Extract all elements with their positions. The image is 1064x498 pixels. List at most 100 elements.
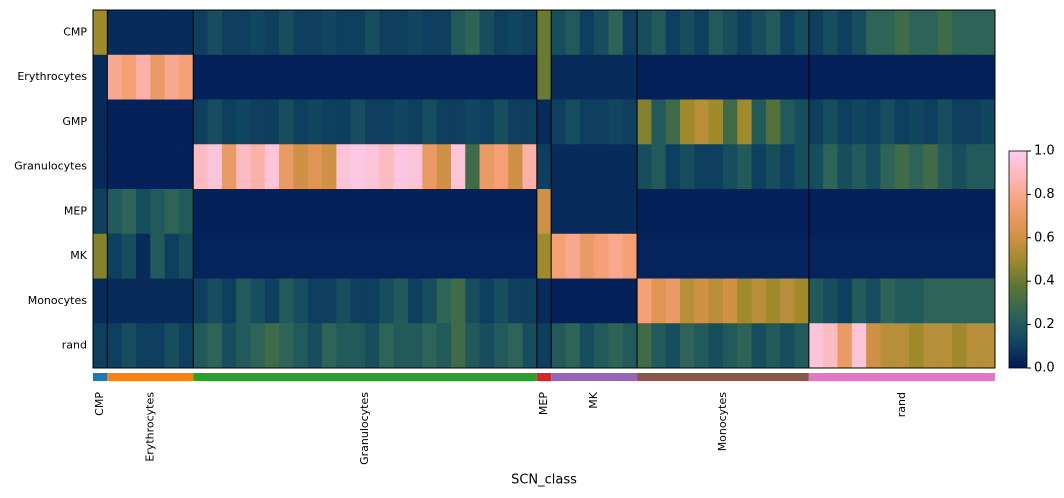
heat-cell [450, 278, 466, 324]
heat-cell [107, 323, 123, 369]
heatmap-frame [92, 9, 996, 369]
heat-cell [694, 278, 710, 324]
heat-cell [765, 144, 781, 190]
heat-cell [393, 233, 409, 279]
heat-cell [637, 10, 652, 56]
heat-cell [135, 189, 151, 235]
heat-cell [808, 99, 824, 145]
heat-cell [322, 323, 337, 369]
group-bar [551, 373, 638, 381]
heat-cell [651, 323, 667, 369]
heat-cell [823, 10, 839, 56]
heat-cell [866, 10, 881, 56]
heat-cell [808, 323, 824, 369]
heat-cell [508, 189, 524, 235]
heat-cell [407, 144, 423, 190]
heat-cell [565, 10, 581, 56]
heat-cell [708, 54, 724, 100]
heat-cell [236, 144, 251, 190]
heat-cell [880, 278, 896, 324]
heat-cell [336, 54, 352, 100]
colorbar-tick-label: 0.2 [1034, 317, 1055, 332]
heat-cell [393, 189, 409, 235]
heat-cell [178, 10, 194, 56]
heat-cell [93, 233, 108, 279]
heat-cell [135, 99, 151, 145]
heat-cell [594, 189, 609, 235]
heat-cell [264, 144, 280, 190]
heat-cell [966, 278, 982, 324]
heat-cell [608, 10, 624, 56]
heat-cell [937, 189, 953, 235]
heat-cell [823, 189, 839, 235]
heat-cell [279, 54, 294, 100]
heat-cell [264, 99, 280, 145]
heat-cell [236, 233, 251, 279]
heat-cell [923, 189, 939, 235]
heat-cell [178, 189, 194, 235]
heat-cell [322, 54, 337, 100]
heat-cell [293, 99, 309, 145]
heat-cell [880, 10, 896, 56]
heat-cell [121, 99, 137, 145]
heat-cell [651, 10, 667, 56]
heat-cell [980, 278, 996, 324]
heat-cell [536, 189, 552, 235]
heat-cell [508, 144, 524, 190]
heat-cell [823, 323, 839, 369]
heat-cell [508, 323, 524, 369]
heat-cell [837, 99, 853, 145]
heat-cell [551, 233, 566, 279]
heat-cell [465, 10, 481, 56]
heat-cell [307, 144, 323, 190]
heat-cell [135, 233, 151, 279]
heat-cell [150, 144, 166, 190]
heat-cell [880, 323, 896, 369]
heat-cell [365, 144, 380, 190]
heat-cell [493, 99, 509, 145]
heat-cell [178, 99, 194, 145]
heat-cell [522, 278, 538, 324]
heat-cell [264, 189, 280, 235]
group-label: Erythrocytes [143, 392, 156, 462]
heat-cell [379, 10, 395, 56]
heat-cell [751, 189, 767, 235]
heat-cell [937, 323, 953, 369]
heat-cell [651, 144, 667, 190]
heat-cell [350, 144, 366, 190]
heat-cell [422, 144, 438, 190]
group-bar [93, 373, 108, 381]
heat-cell [350, 10, 366, 56]
heat-cell [279, 10, 294, 56]
heat-cell [737, 54, 753, 100]
heat-cell [379, 189, 395, 235]
heat-cell [307, 10, 323, 56]
heat-cell [322, 10, 337, 56]
heat-cell [150, 278, 166, 324]
heat-cell [350, 233, 366, 279]
heat-cell [465, 323, 481, 369]
heat-cell [722, 144, 738, 190]
heat-cell [150, 99, 166, 145]
heat-cell [665, 144, 681, 190]
heat-cell [135, 323, 151, 369]
heat-cell [937, 54, 953, 100]
heat-cell [307, 323, 323, 369]
heat-cell [522, 144, 538, 190]
heat-cell [135, 10, 151, 56]
heat-cell [365, 99, 380, 145]
heat-cell [622, 144, 638, 190]
heat-cell [866, 278, 881, 324]
heat-cell [880, 54, 896, 100]
heat-cell [980, 323, 996, 369]
heat-cell [665, 10, 681, 56]
heat-cell [336, 10, 352, 56]
heat-cell [665, 233, 681, 279]
heat-cell [221, 278, 237, 324]
heat-cell [493, 10, 509, 56]
heat-cell [680, 144, 695, 190]
heat-cell [880, 233, 896, 279]
heat-cell [436, 54, 452, 100]
heat-cell [93, 323, 108, 369]
heat-cell [866, 233, 881, 279]
